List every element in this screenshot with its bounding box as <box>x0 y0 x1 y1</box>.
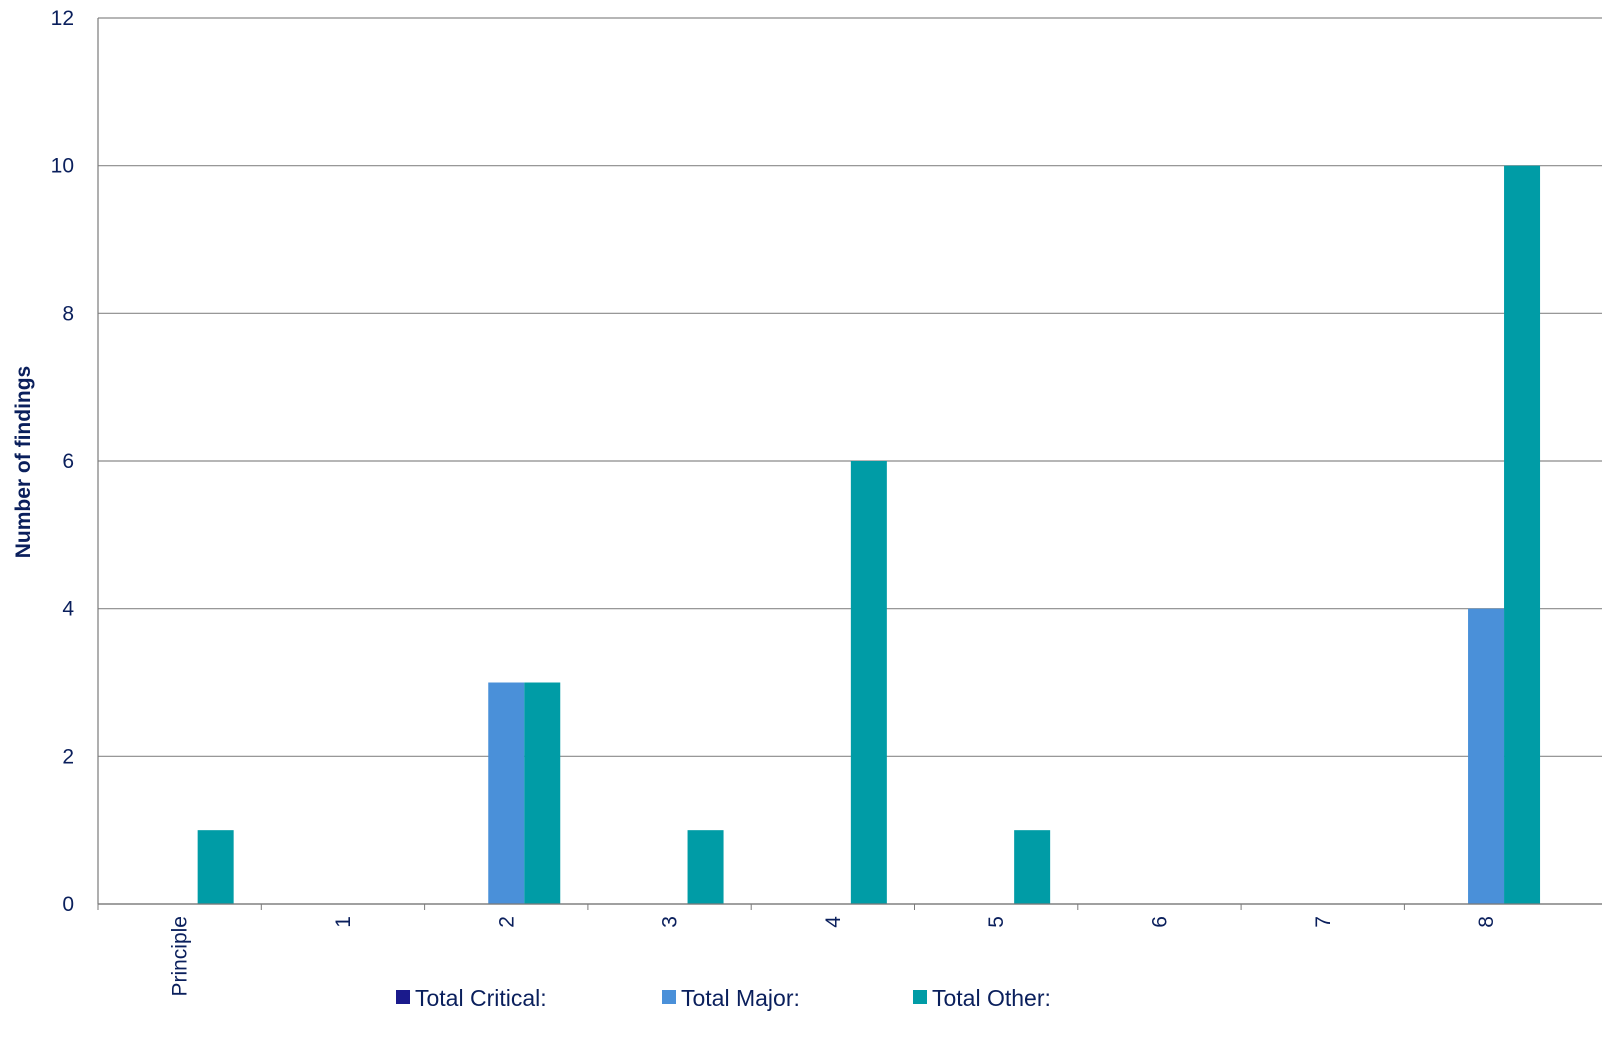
legend-label: Total Other: <box>932 985 1051 1011</box>
bar-total-other <box>687 830 724 904</box>
y-axis-label: Number of findings <box>12 366 35 559</box>
legend-swatch <box>662 990 676 1004</box>
grid-lines <box>98 17 1602 905</box>
y-tick-label: 2 <box>62 745 74 768</box>
x-tick-label: Principle <box>169 916 192 997</box>
bar-total-major <box>1468 608 1505 904</box>
x-tick-label: 3 <box>659 916 682 928</box>
y-tick-label: 10 <box>51 155 74 178</box>
bar-total-other <box>850 461 887 904</box>
bar-total-major <box>488 682 525 904</box>
legend: Total Critical: Total Major: Total Other: <box>396 985 1051 1011</box>
legend-swatch <box>396 990 410 1004</box>
x-tick-label: 6 <box>1148 916 1171 928</box>
y-tick-label: 12 <box>51 7 74 30</box>
bar-total-other <box>197 830 234 904</box>
x-tick-label: 5 <box>985 916 1008 928</box>
y-tick-label: 6 <box>62 450 74 473</box>
y-tick-label: 0 <box>62 893 74 916</box>
bar-total-other <box>1504 165 1541 904</box>
legend-swatch <box>913 990 927 1004</box>
x-tick-label: 1 <box>332 916 355 928</box>
legend-label: Total Major: <box>681 985 800 1011</box>
bar-total-other <box>1014 830 1051 904</box>
x-tick-label: 2 <box>495 916 518 928</box>
bar-total-other <box>524 682 561 904</box>
y-tick-label: 4 <box>62 598 74 621</box>
bars <box>197 165 1541 904</box>
y-tick-labels: 0 2 4 6 8 10 12 <box>51 7 75 916</box>
y-tick-label: 8 <box>62 302 74 325</box>
axes <box>97 18 1602 910</box>
legend-label: Total Critical: <box>415 985 547 1011</box>
x-tick-label: 4 <box>822 916 845 928</box>
x-tick-labels: Principle 1 2 3 4 5 6 7 8 <box>169 916 1498 997</box>
x-tick-label: 8 <box>1475 916 1498 928</box>
x-tick-label: 7 <box>1312 916 1335 928</box>
